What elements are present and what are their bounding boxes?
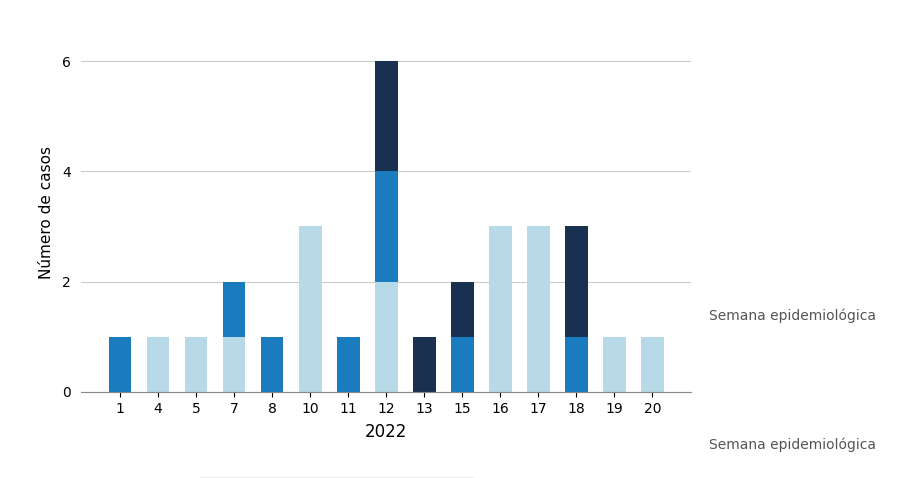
Bar <box>223 282 245 337</box>
Bar <box>374 282 398 392</box>
Bar <box>451 282 473 337</box>
X-axis label: 2022: 2022 <box>365 423 408 441</box>
Bar <box>260 337 284 392</box>
Text: Semana epidemiológica: Semana epidemiológica <box>709 437 876 452</box>
Bar <box>374 171 398 282</box>
Bar <box>109 337 131 392</box>
Bar <box>603 337 626 392</box>
Bar <box>146 337 170 392</box>
Text: Semana epidemiológica: Semana epidemiológica <box>709 308 876 323</box>
Bar <box>299 227 321 392</box>
Bar <box>641 337 664 392</box>
Bar <box>413 337 436 392</box>
Bar <box>337 337 359 392</box>
Bar <box>527 227 550 392</box>
Bar <box>374 61 398 171</box>
Y-axis label: Número de casos: Número de casos <box>39 146 54 279</box>
Bar <box>223 337 245 392</box>
Bar <box>489 227 512 392</box>
Bar <box>451 337 473 392</box>
Bar <box>565 337 587 392</box>
Bar <box>185 337 207 392</box>
Bar <box>565 227 587 337</box>
